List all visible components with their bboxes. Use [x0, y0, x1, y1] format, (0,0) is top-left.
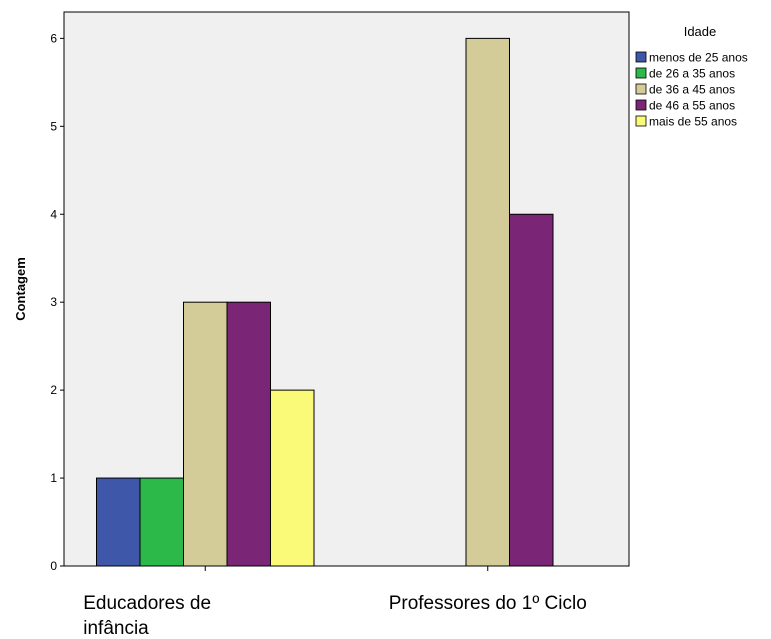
legend-label: de 26 a 35 anos [649, 67, 735, 81]
y-tick-label: 3 [50, 295, 57, 309]
bar [226, 301, 271, 567]
bar [183, 301, 228, 567]
y-tick-label: 1 [50, 471, 57, 485]
bar [139, 477, 184, 567]
legend-label: de 46 a 55 anos [649, 99, 735, 113]
legend-title: Idade [684, 24, 717, 39]
legend: Idade menos de 25 anos de 26 a 35 anos de … [635, 24, 748, 129]
legend-label: de 36 a 45 anos [649, 83, 735, 97]
y-tick-label: 4 [50, 207, 57, 221]
y-axis: 0 1 2 3 4 5 6 [50, 31, 64, 573]
y-tick-label: 6 [50, 31, 57, 45]
legend-swatch [635, 51, 647, 63]
y-tick-label: 2 [50, 383, 57, 397]
bars [96, 37, 554, 567]
bar [96, 477, 141, 567]
y-tick-label: 5 [50, 119, 57, 133]
y-axis-label: Contagem [13, 257, 28, 321]
bar [465, 37, 510, 567]
bar [509, 213, 554, 567]
category-label: Educadores de [83, 593, 211, 614]
legend-swatch [635, 115, 647, 127]
category-label: infância [83, 618, 149, 639]
y-tick-label: 0 [50, 559, 57, 573]
category-label: Professores do 1º Ciclo [389, 593, 587, 614]
bar [270, 389, 315, 567]
legend-swatch [635, 67, 647, 79]
legend-swatch [635, 99, 647, 111]
x-axis: Educadores de infância Professores do 1º C… [83, 566, 587, 639]
legend-label: menos de 25 anos [649, 51, 748, 65]
legend-label: mais de 55 anos [649, 115, 737, 129]
legend-swatch [635, 83, 647, 95]
